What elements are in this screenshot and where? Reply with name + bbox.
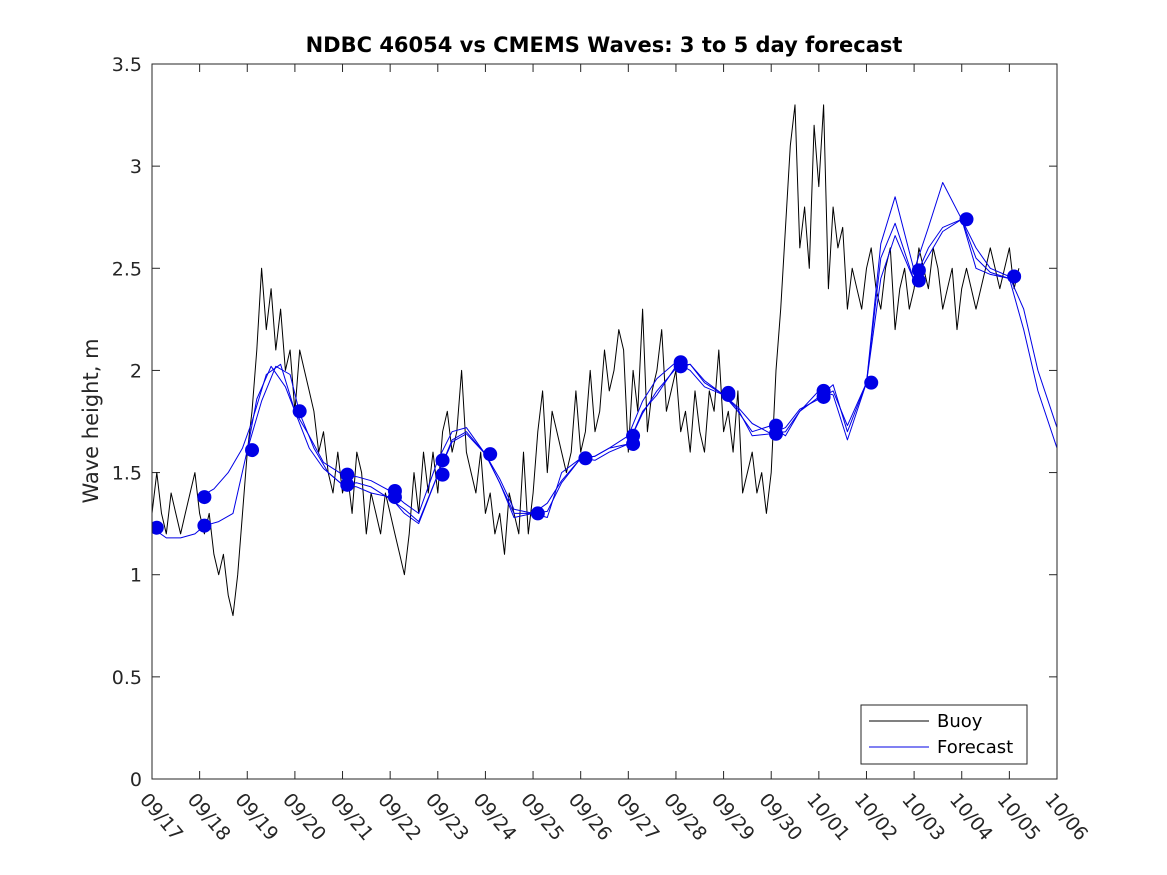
forecast-line	[246, 218, 1010, 523]
forecast-marker	[578, 451, 593, 466]
y-tick-label: 1.5	[112, 463, 142, 485]
forecast-marker	[864, 375, 879, 390]
forecast-marker	[483, 447, 498, 462]
forecast-marker	[768, 418, 783, 433]
forecast-marker	[626, 428, 641, 443]
legend-box	[860, 704, 1028, 765]
y-tick-label: 0	[130, 769, 142, 791]
legend-forecast-label: Forecast	[937, 737, 1013, 758]
y-tick-label: 1	[130, 565, 142, 587]
forecast-marker	[721, 385, 736, 400]
forecast-marker	[959, 212, 974, 227]
forecast-marker	[340, 467, 355, 482]
forecast-marker	[340, 477, 355, 492]
forecast-marker	[911, 263, 926, 278]
forecast-marker	[197, 490, 212, 505]
forecast-marker	[911, 273, 926, 288]
forecast-marker	[197, 518, 212, 533]
buoy-line	[152, 104, 1020, 617]
forecast-marker	[435, 467, 450, 482]
legend: Buoy Forecast	[860, 704, 1028, 765]
axes-frame	[151, 63, 1058, 780]
axes-box	[151, 63, 1058, 780]
chart-title: NDBC 46054 vs CMEMS Waves: 3 to 5 day fo…	[306, 33, 903, 57]
y-tick-label: 3.5	[112, 54, 142, 76]
forecast-marker	[152, 520, 164, 535]
forecast-marker	[530, 506, 545, 521]
y-tick-label: 2.5	[112, 258, 142, 280]
forecast-marker	[292, 404, 307, 419]
forecast-marker	[435, 453, 450, 468]
y-tick-label: 0.5	[112, 667, 142, 689]
forecast-line	[199, 182, 1057, 518]
y-tick-label: 2	[130, 360, 142, 382]
forecast-marker	[1007, 269, 1022, 284]
y-axis-label: Wave height, m	[79, 338, 103, 503]
legend-buoy-label: Buoy	[937, 711, 983, 732]
series-group	[152, 104, 1057, 617]
y-tick-label: 3	[130, 156, 142, 178]
forecast-marker	[816, 383, 831, 398]
forecast-marker	[245, 443, 260, 458]
forecast-marker	[673, 355, 688, 370]
forecast-marker	[387, 483, 402, 498]
